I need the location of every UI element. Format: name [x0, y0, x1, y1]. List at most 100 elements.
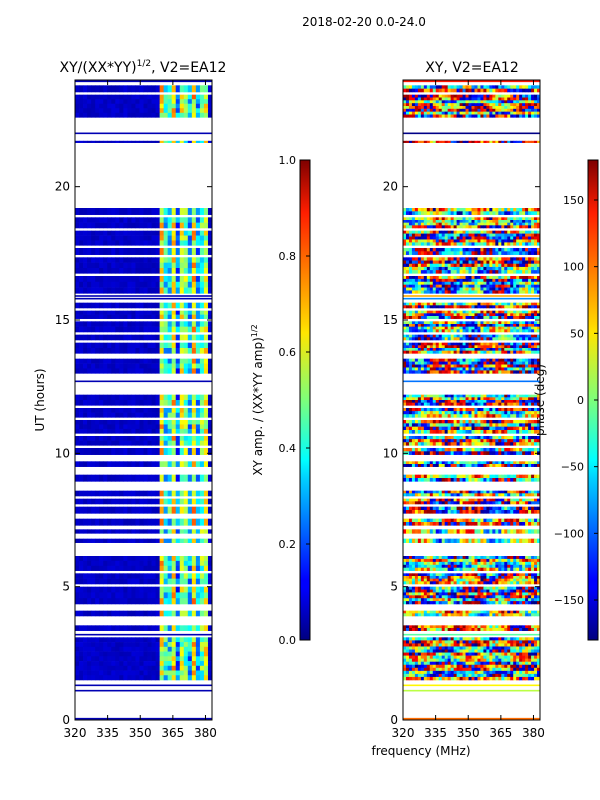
phase-cell — [414, 610, 419, 614]
phase-cell — [441, 655, 446, 659]
phase-cell — [480, 436, 484, 440]
phase-cell — [528, 501, 532, 505]
phase-cell — [519, 601, 523, 605]
amp-cell — [83, 490, 88, 497]
phase-cell — [525, 439, 529, 443]
amp-cell — [131, 217, 136, 223]
phase-cell — [471, 589, 475, 593]
amp-cell — [83, 670, 88, 676]
amp-cell — [203, 518, 209, 526]
phase-cell — [483, 589, 487, 593]
amp-cell — [151, 598, 156, 605]
phase-cell — [456, 442, 460, 446]
phase-cell — [405, 506, 410, 511]
amp-cell — [95, 560, 100, 567]
phase-cell — [414, 649, 419, 653]
phase-cell — [483, 670, 487, 675]
amp-cell — [167, 281, 173, 288]
phase-cell — [456, 646, 460, 650]
phase-cell — [444, 423, 449, 427]
phase-cell — [480, 442, 484, 446]
phase-cell — [498, 637, 502, 641]
amp-cell — [123, 302, 128, 309]
phase-cell — [480, 430, 484, 434]
phase-cell — [423, 652, 428, 656]
phase-cell — [435, 573, 440, 577]
phase-cell — [411, 510, 416, 514]
amp-cell — [195, 321, 201, 327]
phase-cell — [483, 573, 487, 577]
amp-cell — [119, 310, 124, 315]
amp-cell — [207, 625, 212, 631]
phase-cell — [489, 567, 493, 571]
amp-cell — [87, 474, 92, 482]
phase-cell — [510, 625, 514, 629]
amp-cell — [147, 348, 152, 354]
phase-cell — [435, 598, 440, 602]
amp-cell — [143, 394, 148, 401]
phase-cell — [444, 610, 449, 614]
amp-cell — [131, 665, 136, 671]
amp-cell — [95, 368, 100, 374]
amp-cell — [187, 586, 193, 593]
amp-cell — [95, 326, 100, 333]
phase-cell — [403, 506, 407, 511]
amp-cell — [115, 506, 120, 514]
amp-cell — [83, 230, 88, 236]
amp-cell — [187, 665, 193, 671]
phase-cell — [510, 464, 514, 467]
amp-cell — [207, 394, 212, 401]
amp-cell — [151, 565, 156, 571]
amp-cell — [83, 412, 88, 418]
phase-cell — [477, 637, 481, 641]
phase-cell — [501, 420, 505, 424]
phase-cell — [438, 670, 443, 675]
amp-cell — [159, 400, 165, 406]
amp-cell — [139, 440, 144, 446]
phase-cell — [420, 576, 425, 579]
amp-cell — [111, 85, 116, 93]
amp-cell — [151, 108, 156, 114]
amp-cell — [171, 394, 177, 401]
phase-cell — [426, 673, 431, 678]
phase-cell — [420, 649, 425, 653]
phase-cell — [453, 581, 458, 585]
phase-cell — [507, 581, 511, 585]
phase-cell — [486, 655, 490, 659]
phase-cell — [441, 643, 446, 647]
phase-cell — [483, 506, 487, 511]
phase-cell — [486, 478, 490, 482]
phase-cell — [411, 573, 416, 577]
amp-cell — [99, 556, 104, 562]
amp-cell — [163, 675, 169, 681]
phase-cell — [447, 578, 452, 582]
phase-cell — [474, 667, 478, 672]
amp-cell — [139, 538, 144, 543]
phase-cell — [489, 628, 493, 631]
phase-cell — [462, 586, 466, 590]
phase-cell — [498, 573, 502, 577]
amp-cell — [115, 598, 120, 605]
phase-cell — [534, 561, 538, 566]
phase-cell — [462, 652, 466, 656]
phase-cell — [531, 652, 535, 656]
amp-cell — [91, 670, 96, 676]
amp-cell — [167, 112, 173, 118]
phase-cell — [492, 625, 496, 629]
phase-cell — [519, 451, 523, 455]
phase-cell — [471, 498, 475, 502]
amp-cell — [79, 281, 84, 288]
phase-cell — [405, 581, 410, 585]
phase-cell — [534, 564, 538, 569]
amp-cell — [111, 637, 116, 643]
phase-cell — [477, 436, 481, 440]
amp-cell — [131, 276, 136, 283]
amp-cell — [87, 326, 92, 333]
amp-cell — [143, 235, 148, 241]
phase-cell — [403, 578, 407, 582]
amp-cell — [159, 348, 165, 354]
phase-cell — [468, 538, 472, 543]
phase-cell — [477, 646, 481, 650]
amp-cell — [179, 538, 185, 543]
phase-cell — [477, 439, 481, 443]
